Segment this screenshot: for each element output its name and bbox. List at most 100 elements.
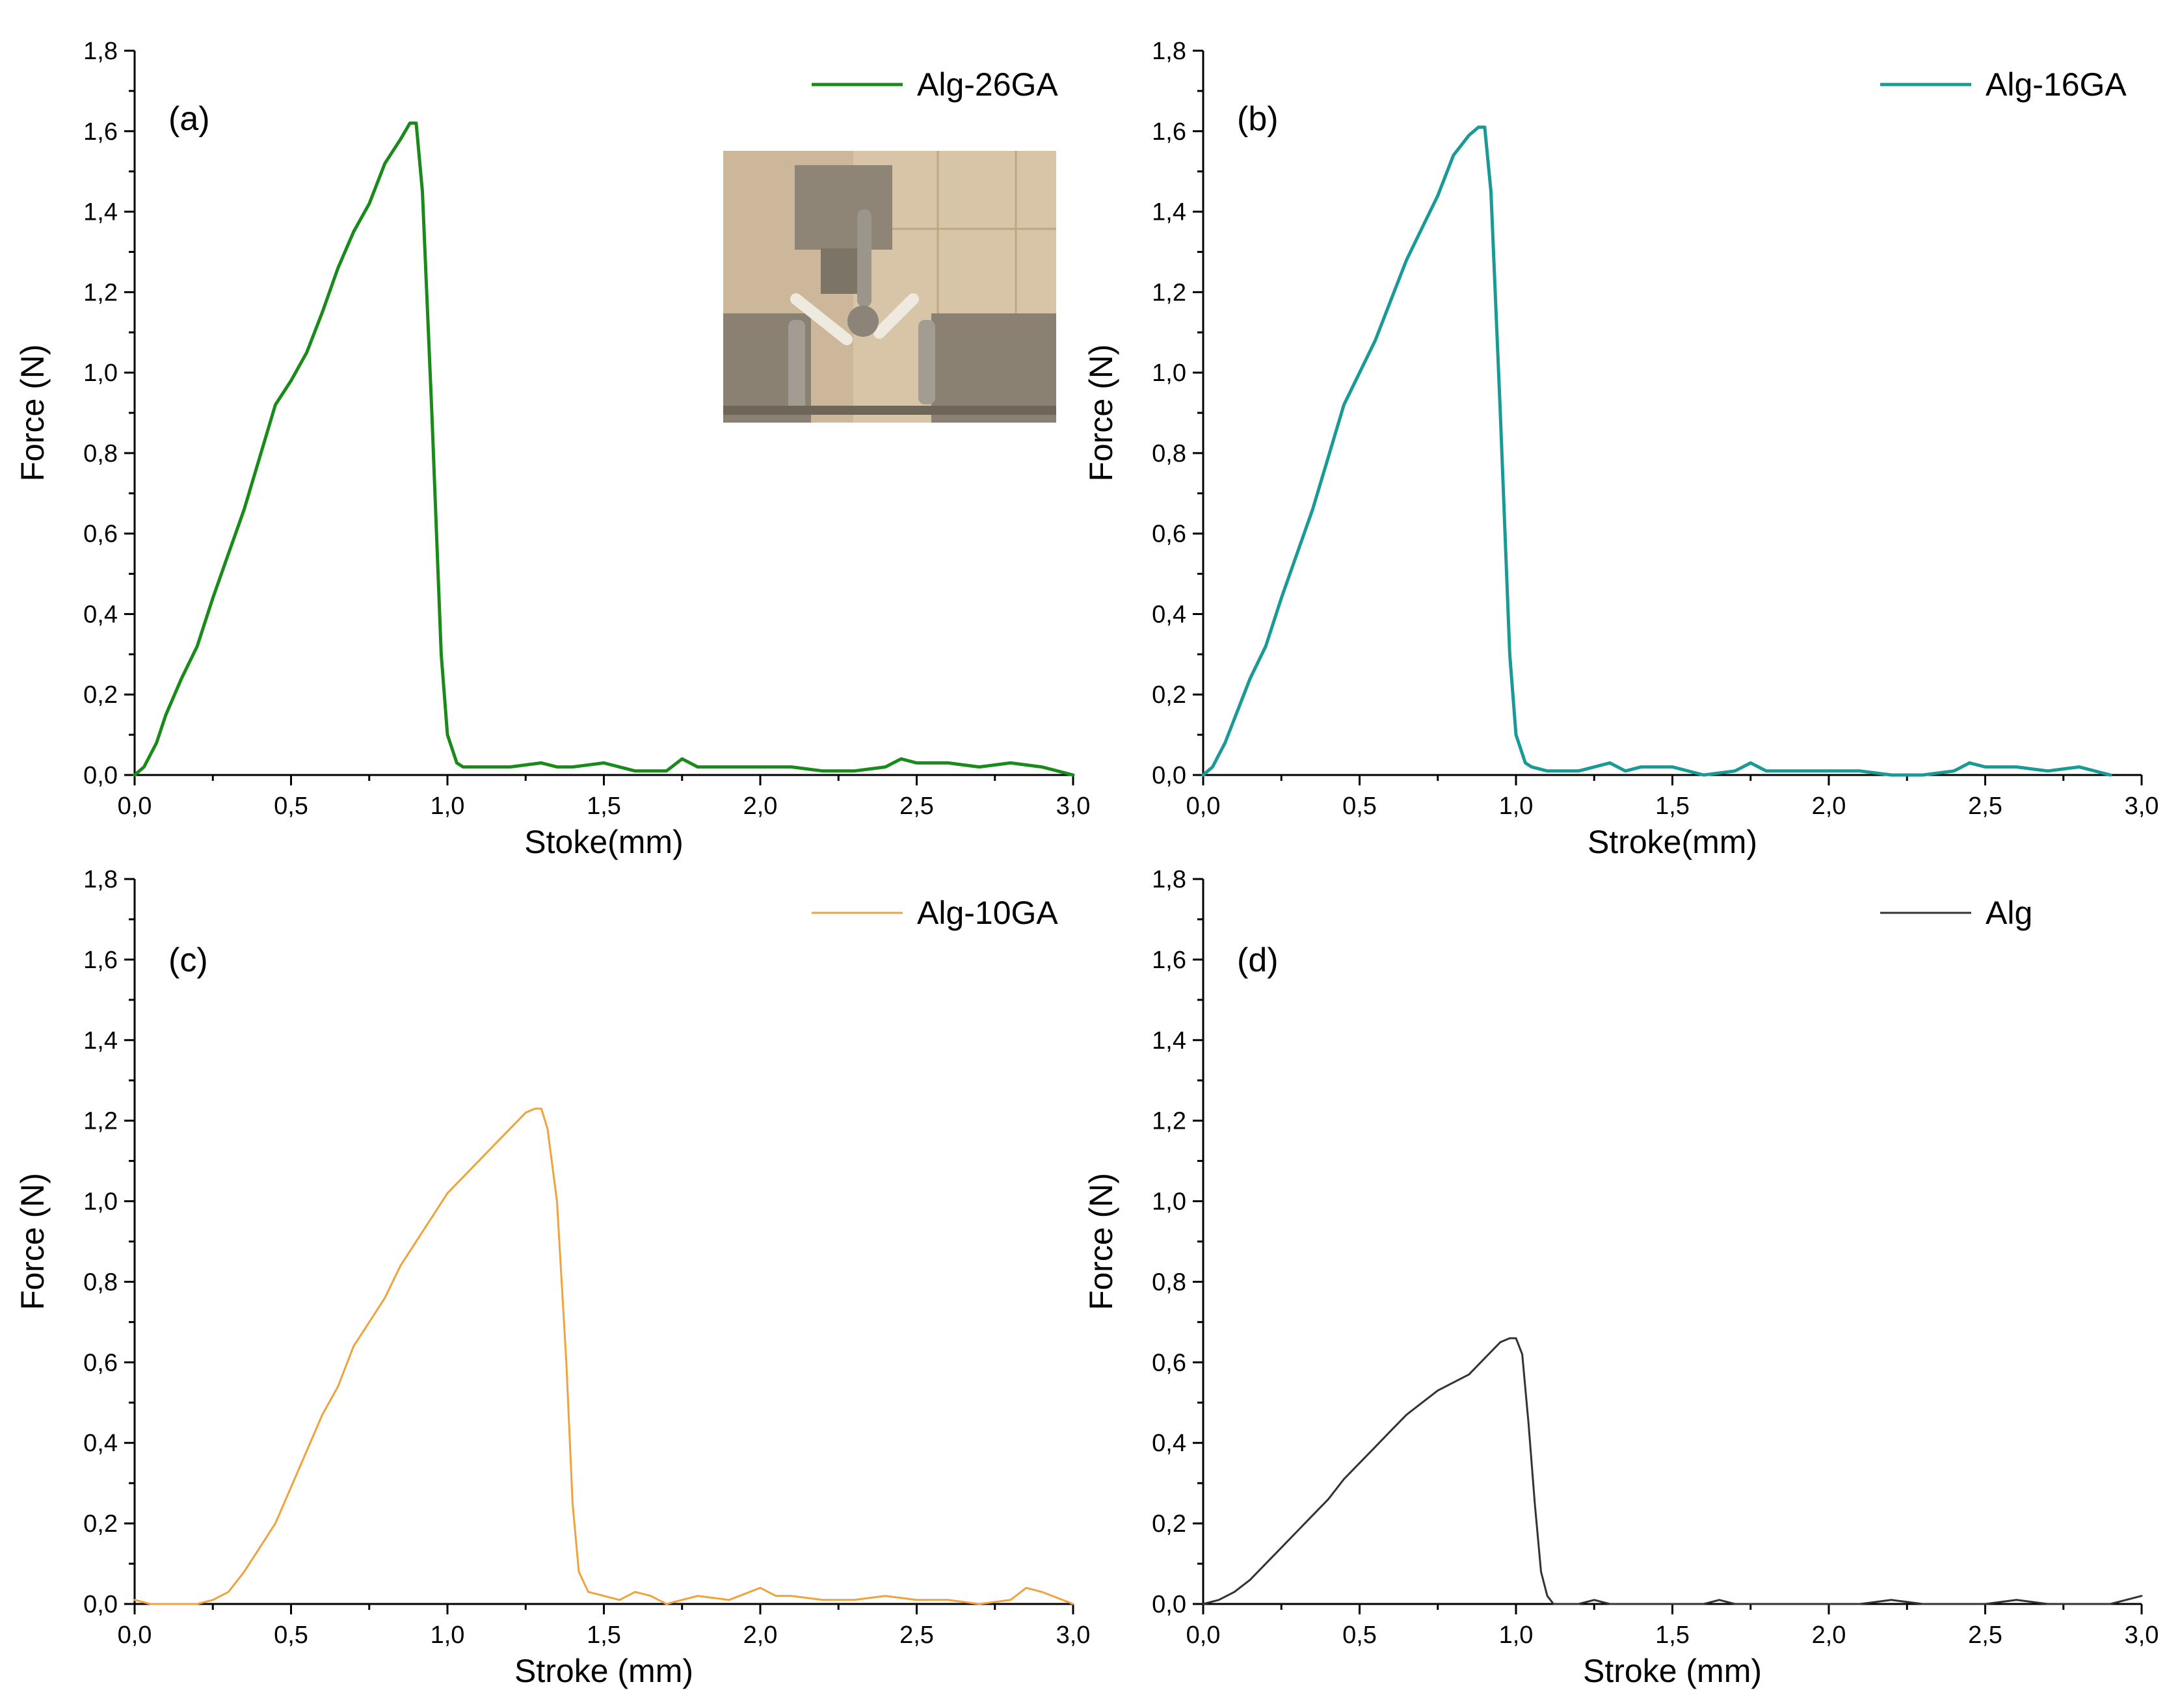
y-tick-label: 1,0: [83, 360, 118, 387]
x-tick-label: 0,0: [118, 1622, 152, 1649]
y-tick-label: 1,2: [83, 279, 118, 306]
chart-panel-0: 0,0 0,2 0,4 0,6 0,8 1,0 1,2 1,4 1,6 1,8 0,0 0,5 1,0 1…: [14, 38, 1090, 860]
x-tick-label: 1,0: [431, 793, 465, 820]
y-tick-label: 0,8: [83, 1268, 118, 1296]
chart-panel-3: 0,0 0,2 0,4 0,6 0,8 1,0 1,2 1,4 1,6 1,8 0,0 0,5 1,0 1…: [1083, 866, 2159, 1689]
tensile-test-grip-photo-icon: [723, 151, 1056, 423]
y-tick-label: 1,0: [83, 1189, 118, 1216]
y-tick-label: 0,8: [83, 440, 118, 467]
y-tick-label: 1,4: [83, 199, 118, 226]
y-tick-label: 1,4: [83, 1027, 118, 1055]
x-tick-label: 3,0: [1056, 1622, 1091, 1649]
y-tick-label: 0,8: [1152, 440, 1186, 467]
y-axis-title: Force (N): [14, 344, 51, 481]
x-tick-label: 0,5: [1342, 793, 1377, 820]
legend-label: Alg-26GA: [917, 66, 1058, 103]
y-tick-label: 1,6: [1152, 118, 1186, 146]
y-tick-label: 0,6: [83, 1349, 118, 1376]
y-tick-label: 0,6: [1152, 1349, 1186, 1376]
y-tick-label: 0,0: [83, 762, 118, 789]
x-tick-label: 0,5: [274, 1622, 308, 1649]
y-tick-label: 0,2: [83, 1510, 118, 1538]
chart-panel-1: 0,0 0,2 0,4 0,6 0,8 1,0 1,2 1,4 1,6 1,8 0,0 0,5 1,0 1…: [1083, 38, 2159, 860]
x-tick-label: 2,0: [743, 1622, 778, 1649]
y-tick-label: 0,4: [1152, 1430, 1186, 1457]
y-tick-label: 0,2: [1152, 681, 1186, 709]
x-tick-label: 1,5: [587, 1622, 621, 1649]
y-tick-label: 1,8: [1152, 38, 1186, 65]
chart-panel-2: 0,0 0,2 0,4 0,6 0,8 1,0 1,2 1,4 1,6 1,8 0,0 0,5 1,0 1…: [14, 866, 1090, 1689]
x-tick-label: 1,0: [1499, 1622, 1534, 1649]
y-axis-title: Force (N): [14, 1173, 51, 1310]
y-tick-label: 1,6: [83, 118, 118, 146]
y-tick-label: 1,0: [1152, 360, 1186, 387]
series-line: [1201, 125, 2112, 777]
x-tick-label: 0,5: [274, 793, 308, 820]
legend-label: Alg-10GA: [917, 895, 1058, 931]
legend-label: Alg-16GA: [1986, 66, 2127, 103]
x-tick-label: 0,0: [1186, 793, 1221, 820]
y-tick-label: 1,0: [1152, 1189, 1186, 1216]
y-tick-label: 1,6: [83, 947, 118, 974]
y-tick-label: 0,4: [83, 601, 118, 628]
panel-letter: (c): [168, 941, 208, 979]
y-tick-label: 0,4: [1152, 601, 1186, 628]
photo-specimen-left: [790, 293, 853, 345]
y-tick-label: 1,2: [1152, 1108, 1186, 1135]
y-tick-label: 0,0: [83, 1591, 118, 1618]
panel-letter: (b): [1237, 100, 1279, 138]
y-tick-label: 0,6: [83, 521, 118, 548]
photo-left-spring: [788, 320, 805, 411]
photo-base-bar: [723, 406, 1056, 415]
x-axis-title: Stroke (mm): [1583, 1653, 1762, 1689]
x-tick-label: 2,5: [1968, 793, 2002, 820]
x-tick-label: 2,5: [899, 1622, 934, 1649]
y-tick-label: 1,6: [1152, 947, 1186, 974]
y-tick-label: 0,0: [1152, 1591, 1186, 1618]
y-axis-title: Force (N): [1083, 344, 1119, 481]
x-axis-title: Stroke(mm): [1588, 824, 1757, 860]
panel-letter: (a): [168, 100, 210, 138]
panel-letter: (d): [1237, 941, 1279, 979]
y-tick-label: 0,8: [1152, 1268, 1186, 1296]
x-tick-label: 1,5: [1655, 793, 1690, 820]
y-axis-title: Force (N): [1083, 1173, 1119, 1310]
x-tick-label: 2,0: [1812, 1622, 1846, 1649]
x-axis-title: Stroke (mm): [514, 1653, 693, 1689]
x-tick-label: 1,5: [1655, 1622, 1690, 1649]
x-tick-label: 1,0: [1499, 793, 1534, 820]
y-tick-label: 0,0: [1152, 762, 1186, 789]
x-tick-label: 2,0: [743, 793, 778, 820]
photo-right-spring: [918, 320, 935, 404]
x-tick-label: 3,0: [2125, 793, 2159, 820]
y-tick-label: 1,2: [83, 1108, 118, 1135]
x-tick-label: 0,0: [118, 793, 152, 820]
y-tick-label: 1,8: [83, 38, 118, 65]
y-tick-label: 1,4: [1152, 199, 1186, 226]
x-tick-label: 2,0: [1812, 793, 1846, 820]
x-tick-label: 3,0: [1056, 793, 1091, 820]
photo-upper-spring: [857, 209, 871, 307]
y-tick-label: 1,4: [1152, 1027, 1186, 1055]
photo-specimen-right: [873, 293, 919, 339]
x-tick-label: 1,0: [431, 1622, 465, 1649]
x-tick-label: 2,5: [899, 793, 934, 820]
photo-lower-right-grip: [931, 313, 1056, 423]
y-tick-label: 1,8: [83, 866, 118, 893]
photo-upper-grip: [795, 165, 892, 250]
y-tick-label: 0,2: [83, 681, 118, 709]
photo-center-pin: [847, 306, 879, 337]
x-tick-label: 1,5: [587, 793, 621, 820]
y-tick-label: 1,8: [1152, 866, 1186, 893]
legend-label: Alg: [1986, 895, 2032, 931]
x-tick-label: 3,0: [2125, 1622, 2159, 1649]
y-tick-label: 0,6: [1152, 521, 1186, 548]
y-tick-label: 0,4: [83, 1430, 118, 1457]
series-line: [133, 1107, 1074, 1605]
x-tick-label: 0,5: [1342, 1622, 1377, 1649]
y-tick-label: 1,2: [1152, 279, 1186, 306]
x-axis-title: Stoke(mm): [524, 824, 683, 860]
y-tick-label: 0,2: [1152, 1510, 1186, 1538]
x-tick-label: 2,5: [1968, 1622, 2002, 1649]
